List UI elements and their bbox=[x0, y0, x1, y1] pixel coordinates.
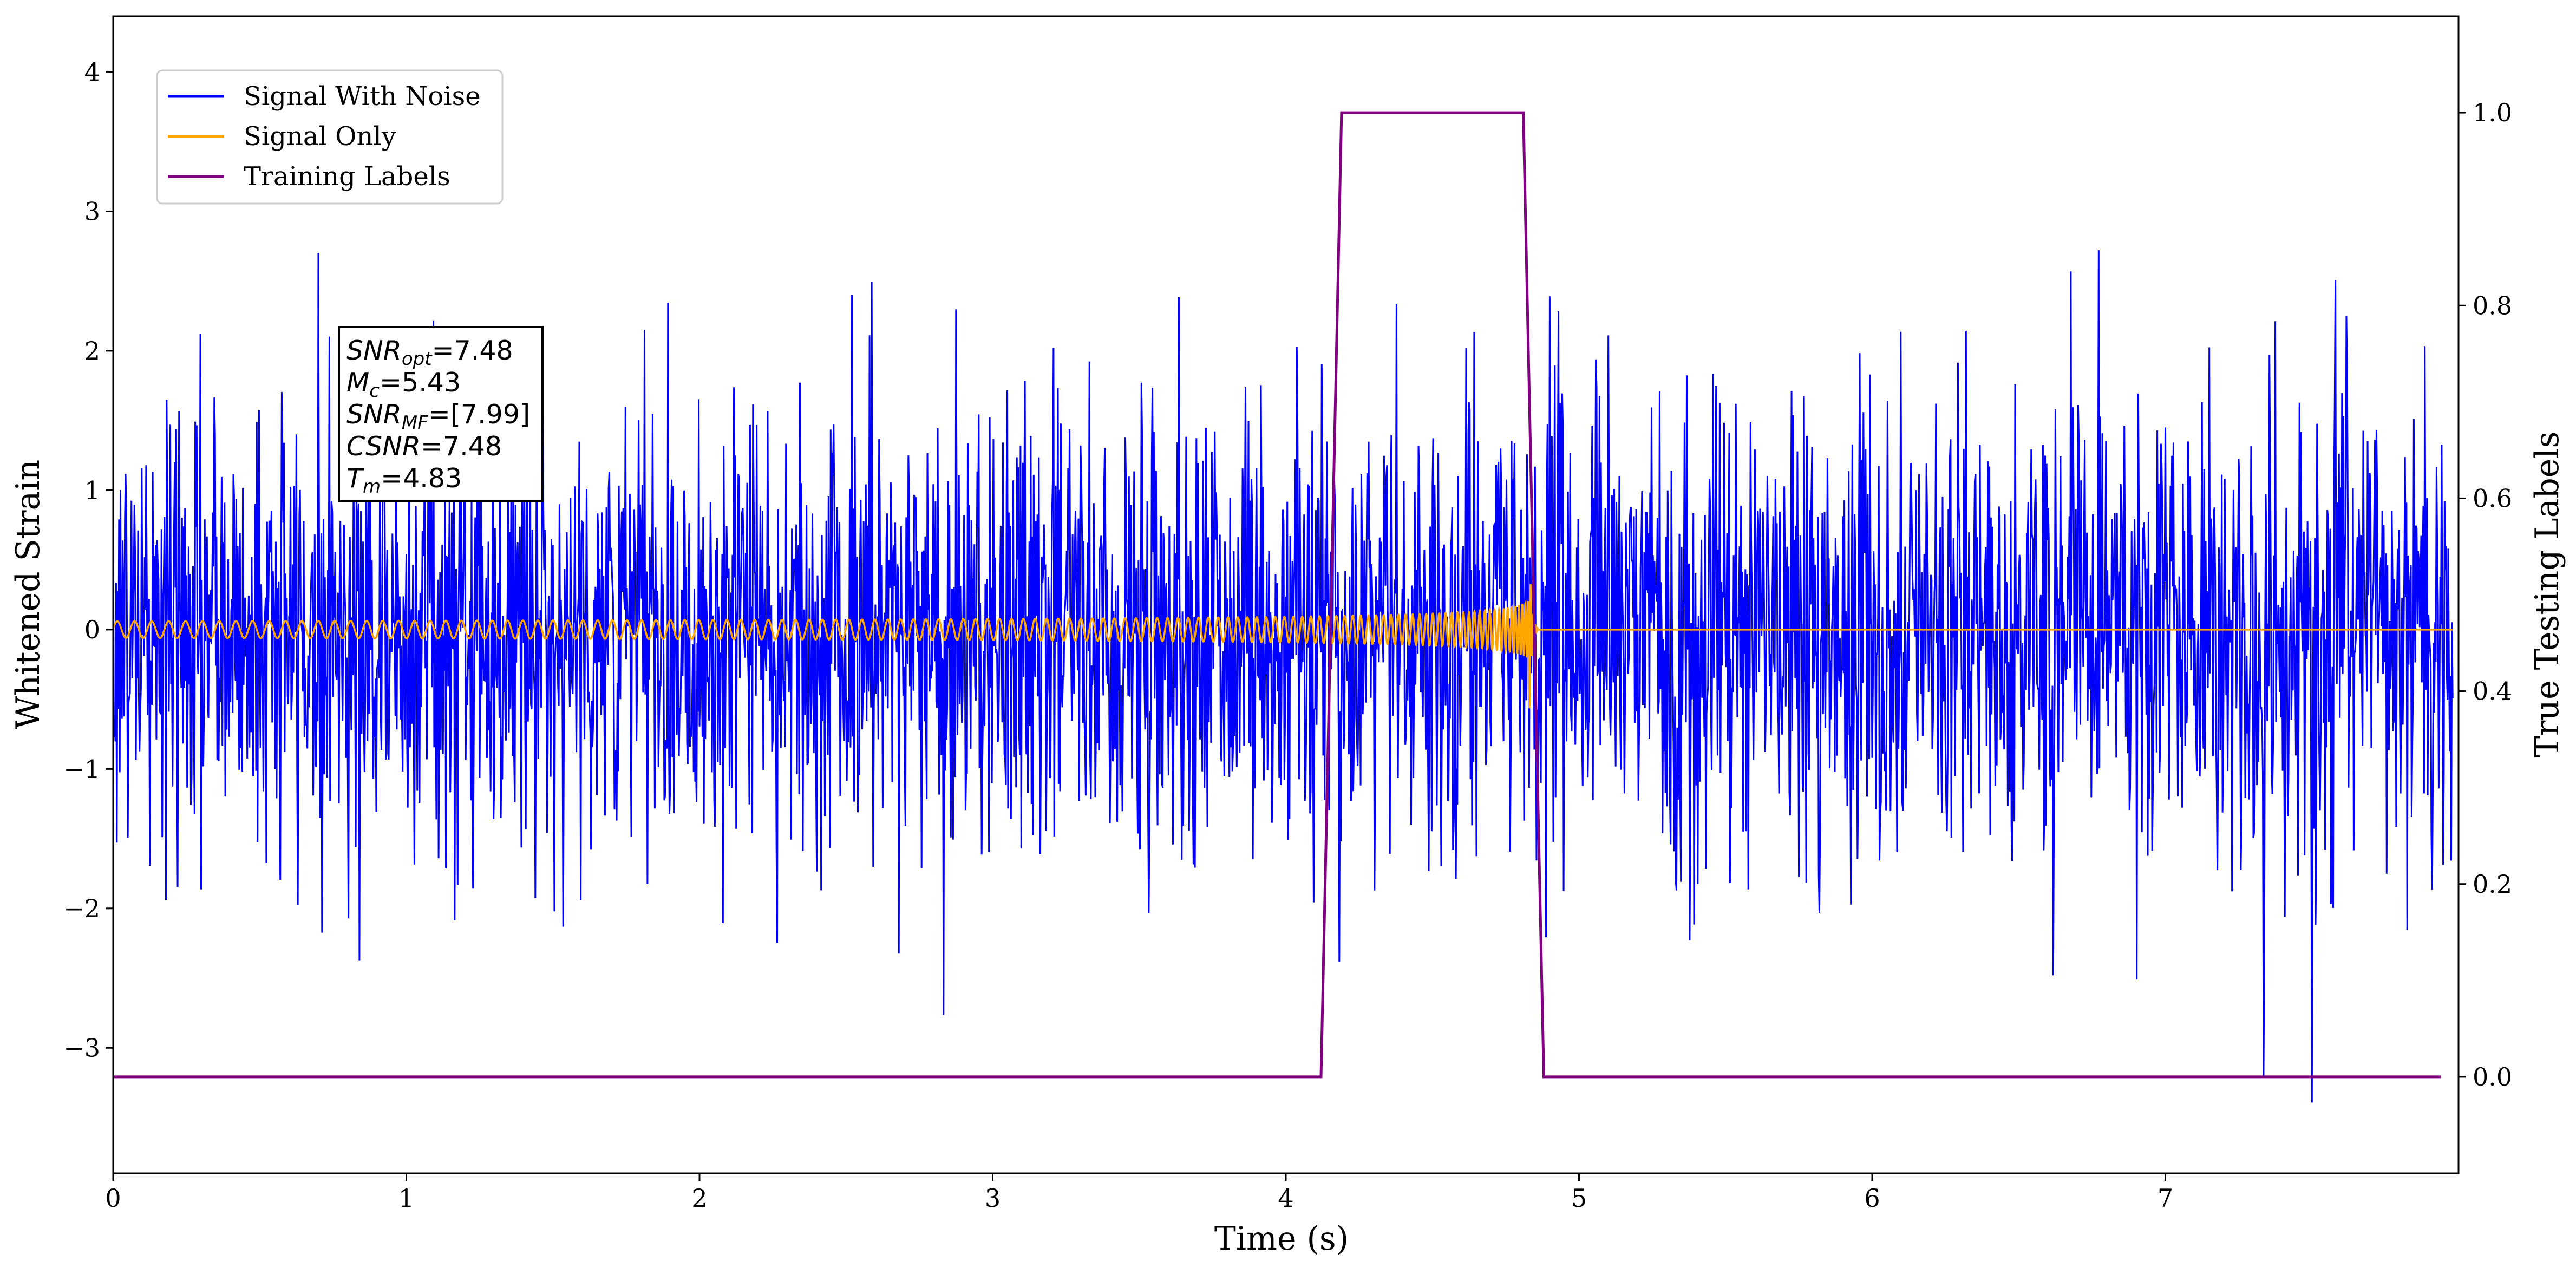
annotation-line: Mc=5.43 bbox=[346, 367, 461, 402]
parameter-annotation-box: SNRopt=7.48Mc=5.43SNRMF=[7.99]CSNR=7.48T… bbox=[338, 326, 544, 502]
x-tick-label: 1 bbox=[398, 1184, 414, 1213]
y2-tick-label: 0.2 bbox=[2473, 870, 2512, 899]
annotation-line: CSNR=7.48 bbox=[346, 431, 502, 462]
y-axis-label-right: True Testing Labels bbox=[2528, 432, 2566, 758]
x-tick-label: 5 bbox=[1571, 1184, 1587, 1213]
training-labels-line bbox=[113, 111, 2441, 1079]
y-tick-label: 0 bbox=[84, 615, 100, 644]
y2-tick-label: 1.0 bbox=[2473, 98, 2512, 127]
y-tick-label: −3 bbox=[63, 1033, 100, 1062]
y-tick-label: −2 bbox=[63, 894, 100, 923]
y-axis-right: 0.0 0.2 0.4 0.6 0.8 1.0 bbox=[2459, 98, 2512, 1092]
series-signal-only bbox=[112, 584, 2453, 709]
y2-tick-label: 0.4 bbox=[2473, 677, 2512, 706]
legend-box bbox=[156, 69, 504, 205]
y-tick-label: 1 bbox=[84, 475, 100, 505]
series-signal-with-noise bbox=[112, 250, 2454, 1103]
x-tick-label: 0 bbox=[105, 1184, 121, 1213]
signal-with-noise-line bbox=[112, 250, 2454, 1103]
x-tick-label: 2 bbox=[691, 1184, 707, 1213]
legend-label: Signal With Noise bbox=[244, 81, 481, 112]
y-tick-label: 4 bbox=[84, 57, 100, 87]
legend-label: Training Labels bbox=[244, 161, 450, 192]
y-tick-label: 3 bbox=[84, 197, 100, 226]
x-tick-label: 4 bbox=[1278, 1184, 1293, 1213]
annotation-line: SNRopt=7.48 bbox=[346, 335, 513, 370]
y2-tick-label: 0.0 bbox=[2473, 1062, 2512, 1092]
annotation-line: Tm=4.83 bbox=[346, 463, 462, 498]
x-tick-label: 3 bbox=[985, 1184, 1001, 1213]
annotation-frame bbox=[338, 326, 544, 502]
x-tick-label: 7 bbox=[2157, 1184, 2173, 1213]
annotation-line: SNRMF=[7.99] bbox=[346, 399, 530, 434]
y-tick-label: 2 bbox=[84, 336, 100, 365]
y2-tick-label: 0.8 bbox=[2473, 291, 2512, 320]
x-tick-label: 6 bbox=[1864, 1184, 1880, 1213]
x-axis: 0 1 2 3 4 5 6 7 bbox=[105, 1173, 2173, 1213]
series-training-labels bbox=[113, 111, 2441, 1079]
legend: Signal With Noise Signal Only Training Lab… bbox=[156, 69, 504, 205]
y-tick-label: −1 bbox=[63, 754, 100, 783]
legend-label: Signal Only bbox=[244, 121, 396, 152]
y-axis-label: Whitened Strain bbox=[9, 460, 47, 729]
y-axis-left: −3 −2 −1 0 1 2 3 4 bbox=[63, 57, 113, 1062]
y2-tick-label: 0.6 bbox=[2473, 484, 2512, 513]
signal-only-line bbox=[112, 584, 2453, 709]
x-axis-label: Time (s) bbox=[1214, 1220, 1349, 1258]
